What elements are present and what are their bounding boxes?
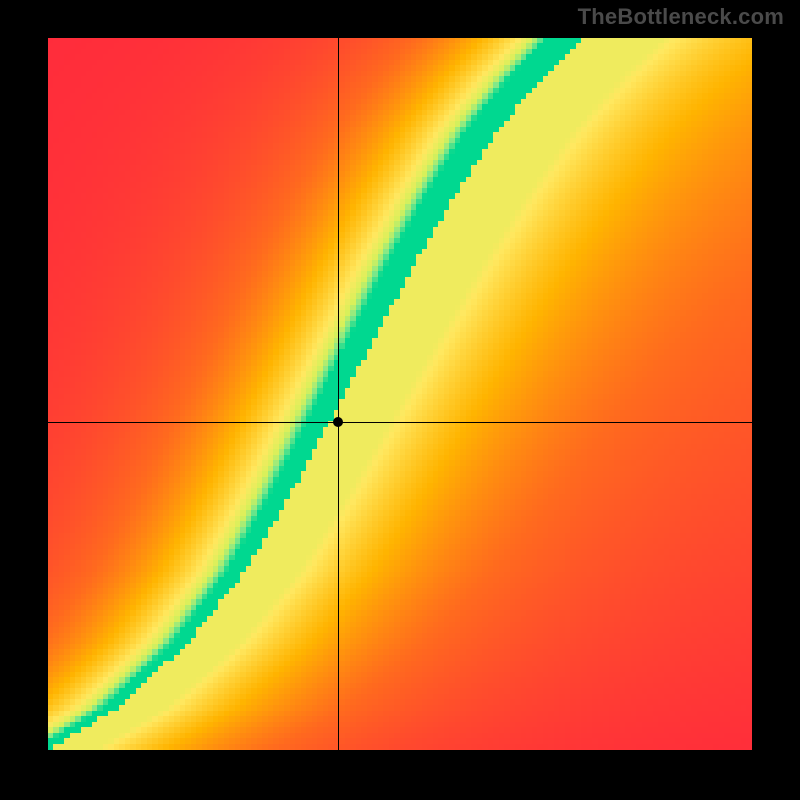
watermark-text: TheBottleneck.com	[578, 4, 784, 30]
heatmap-canvas	[48, 38, 752, 750]
crosshair-horizontal	[48, 422, 752, 423]
crosshair-vertical	[338, 38, 339, 750]
chart-container: TheBottleneck.com	[0, 0, 800, 800]
crosshair-marker	[333, 417, 343, 427]
plot-area	[48, 38, 752, 750]
